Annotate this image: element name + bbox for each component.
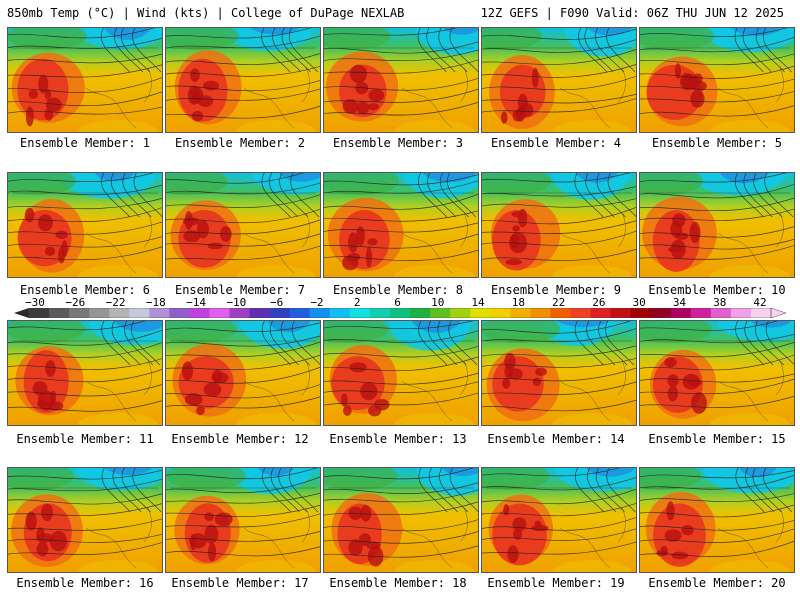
colorbar-tick-label: −26: [65, 296, 86, 309]
colorbar-tick-label: 30: [632, 296, 646, 309]
ensemble-member-map: [323, 467, 479, 573]
ensemble-member-label: Ensemble Member: 15: [648, 432, 786, 446]
colorbar-tick-label: 34: [672, 296, 687, 309]
ensemble-member-label: Ensemble Member: 3: [332, 136, 464, 150]
ensemble-member-map: [323, 27, 479, 133]
ensemble-member-map: [481, 467, 637, 573]
ensemble-member-map: [165, 320, 321, 426]
ensemble-member-label: Ensemble Member: 13: [329, 432, 467, 446]
ensemble-member-map: [7, 27, 163, 133]
ensemble-member-label: Ensemble Member: 19: [487, 576, 625, 590]
colorbar-tick-label: −30: [25, 296, 45, 309]
ensemble-member-label: Ensemble Member: 18: [329, 576, 467, 590]
ensemble-member-map: [165, 27, 321, 133]
ensemble-member-map: [481, 172, 637, 278]
ensemble-member-label: Ensemble Member: 16: [16, 576, 154, 590]
valid-time: 12Z GEFS | F090 Valid: 06Z THU JUN 12 20…: [480, 6, 784, 20]
colorbar-tick-label: 10: [431, 296, 445, 309]
ensemble-member-label: Ensemble Member: 7: [174, 283, 306, 297]
ensemble-member-map: [7, 172, 163, 278]
colorbar-tick-label: 26: [592, 296, 606, 309]
colorbar-tick-label: 38: [713, 296, 727, 309]
ensemble-member-label: Ensemble Member: 11: [16, 432, 154, 446]
ensemble-member-label: Ensemble Member: 8: [332, 283, 464, 297]
ensemble-member-label: Ensemble Member: 1: [19, 136, 151, 150]
colorbar-tick-label: −6: [270, 296, 284, 309]
colorbar-tick-label: 18: [511, 296, 525, 309]
colorbar-tick-label: 22: [551, 296, 566, 309]
ensemble-member-map: [323, 320, 479, 426]
colorbar-tick-label: 6: [394, 296, 401, 309]
colorbar-tick-label: −18: [145, 296, 166, 309]
ensemble-member-map: [7, 320, 163, 426]
ensemble-member-map: [323, 172, 479, 278]
ensemble-member-map: [165, 172, 321, 278]
colorbar-tick-label: −22: [105, 296, 126, 309]
ensemble-member-label: Ensemble Member: 14: [487, 432, 625, 446]
colorbar-tick-label: 14: [471, 296, 485, 309]
ensemble-member-map: [639, 467, 795, 573]
ensemble-member-map: [639, 27, 795, 133]
map-title: 850mb Temp (°C) | Wind (kts) | College o…: [7, 6, 405, 20]
ensemble-member-map: [639, 320, 795, 426]
temperature-colorbar: [14, 308, 786, 318]
ensemble-member-label: Ensemble Member: 10: [648, 283, 786, 297]
ensemble-member-label: Ensemble Member: 2: [174, 136, 306, 150]
ensemble-member-label: Ensemble Member: 17: [171, 576, 309, 590]
ensemble-member-label: Ensemble Member: 9: [490, 283, 622, 297]
ensemble-member-label: Ensemble Member: 6: [19, 283, 151, 297]
colorbar-tick-label: −2: [310, 296, 324, 309]
colorbar-tick-label: −14: [186, 296, 207, 309]
ensemble-member-map: [7, 467, 163, 573]
ensemble-member-label: Ensemble Member: 5: [651, 136, 783, 150]
header: 850mb Temp (°C) | Wind (kts) | College o…: [0, 0, 800, 24]
ensemble-member-map: [481, 320, 637, 426]
colorbar-tick-label: 2: [353, 296, 361, 309]
ensemble-member-map: [165, 467, 321, 573]
ensemble-member-label: Ensemble Member: 20: [648, 576, 786, 590]
colorbar-tick-label: −10: [226, 296, 247, 309]
ensemble-member-map: [481, 27, 637, 133]
ensemble-member-label: Ensemble Member: 12: [171, 432, 309, 446]
ensemble-member-map: [639, 172, 795, 278]
ensemble-member-label: Ensemble Member: 4: [490, 136, 622, 150]
colorbar-tick-label: 42: [753, 296, 767, 309]
